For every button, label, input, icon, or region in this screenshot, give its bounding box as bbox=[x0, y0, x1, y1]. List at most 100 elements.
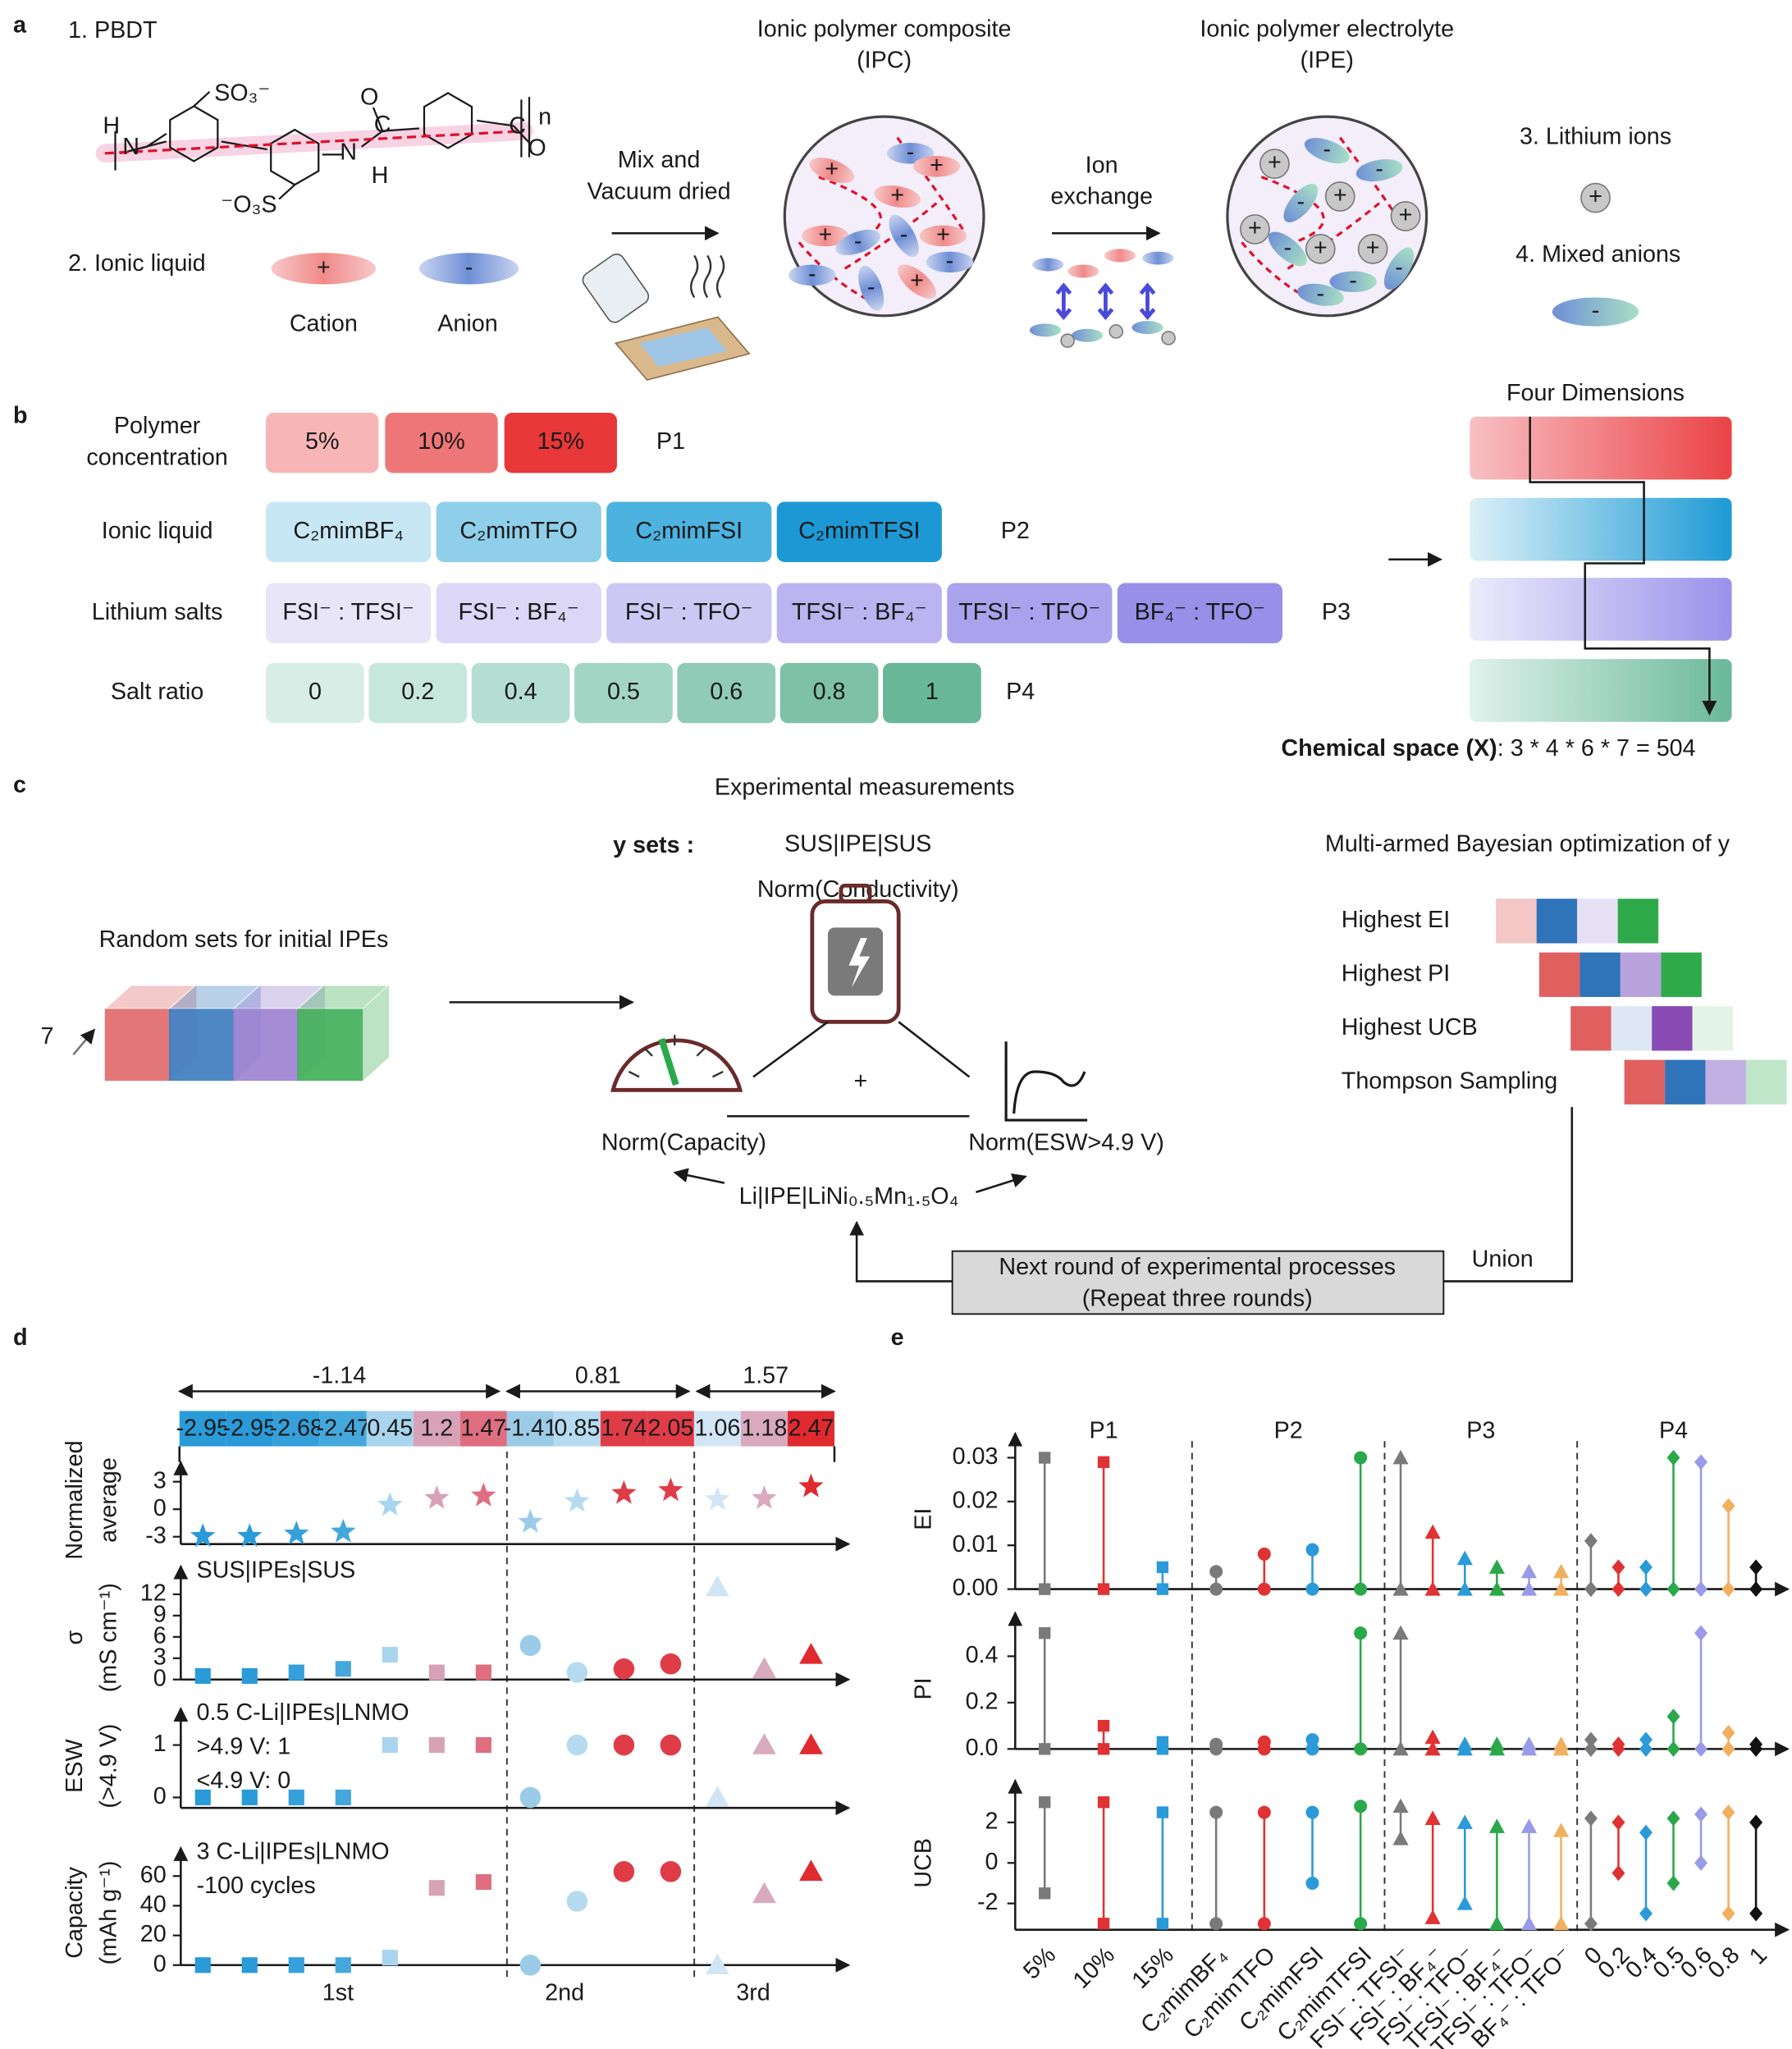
triangle-point bbox=[1392, 1581, 1409, 1596]
option-box bbox=[606, 501, 772, 562]
star-point bbox=[658, 1477, 683, 1502]
ion bbox=[271, 253, 377, 285]
circle-point bbox=[1209, 1737, 1223, 1751]
circle-point bbox=[1354, 1626, 1368, 1640]
ion bbox=[1104, 249, 1136, 263]
heat-cell bbox=[740, 1411, 788, 1447]
ion bbox=[1304, 138, 1350, 164]
bonds bbox=[114, 90, 532, 200]
space-label: Chemical space (X) bbox=[1281, 735, 1497, 762]
lithium-ion bbox=[1324, 181, 1355, 212]
y-tick-label: -2 bbox=[977, 1889, 999, 1915]
label: Four Dimensions bbox=[1506, 380, 1685, 406]
diamond-point bbox=[1721, 1740, 1735, 1757]
label: 2. Ionic liquid bbox=[68, 250, 206, 277]
star-point bbox=[565, 1488, 590, 1512]
label: Anion bbox=[437, 311, 497, 337]
strategy-cell bbox=[1652, 1006, 1693, 1051]
square-point bbox=[1156, 1583, 1169, 1595]
ion bbox=[1067, 264, 1099, 278]
label: 1. PBDT bbox=[68, 17, 158, 43]
square-point bbox=[428, 1664, 445, 1681]
label: (IPE) bbox=[1301, 48, 1354, 74]
label: Norm(Conductivity) bbox=[757, 876, 959, 903]
y-tick-label: 0.03 bbox=[953, 1443, 999, 1470]
heat-value: 2.47 bbox=[789, 1415, 834, 1441]
diamond-point bbox=[1611, 1581, 1625, 1598]
triangle-point bbox=[1488, 1736, 1505, 1751]
circle-point bbox=[1354, 1582, 1368, 1596]
label: Vacuum dried bbox=[587, 178, 731, 204]
arrow bbox=[72, 1028, 96, 1056]
diamond-point bbox=[1749, 1559, 1763, 1576]
ion bbox=[919, 225, 967, 247]
ion-sign: + bbox=[1314, 235, 1328, 261]
option-box bbox=[266, 412, 379, 473]
square-point bbox=[1097, 1456, 1110, 1468]
ion-sign: - bbox=[1323, 136, 1331, 162]
circle-point bbox=[1257, 1917, 1271, 1931]
circle-point bbox=[519, 1786, 542, 1809]
exchange-arrow bbox=[1097, 282, 1114, 321]
lithium-ion bbox=[1390, 201, 1421, 231]
heat-value: 1.06 bbox=[694, 1415, 740, 1441]
triangle-point bbox=[1520, 1736, 1538, 1751]
ion bbox=[789, 264, 836, 286]
y-axis-label: ESW bbox=[62, 1739, 88, 1793]
option-box bbox=[677, 662, 776, 724]
row-name: Lithium salts bbox=[92, 599, 223, 625]
y-tick-label: 0.02 bbox=[953, 1487, 999, 1513]
ion-sign: - bbox=[1592, 298, 1600, 324]
diamond-point bbox=[1639, 1731, 1653, 1748]
diamond-point bbox=[1611, 1865, 1625, 1882]
y-tick-label: 0.2 bbox=[966, 1688, 999, 1714]
square-point bbox=[194, 1957, 211, 1974]
option-label: 1 bbox=[926, 679, 939, 705]
line bbox=[898, 1021, 971, 1078]
heat-value: 1.47 bbox=[460, 1415, 506, 1441]
diamond-point bbox=[1639, 1559, 1653, 1576]
panel-label: c bbox=[13, 772, 26, 798]
group-name: P2 bbox=[1274, 1418, 1303, 1444]
atom-label: H bbox=[103, 112, 120, 139]
ion-sign: - bbox=[900, 222, 908, 248]
label: y sets : bbox=[613, 832, 694, 858]
diamond-point bbox=[1694, 1740, 1708, 1757]
arrow bbox=[976, 1173, 1027, 1194]
square-point bbox=[241, 1667, 258, 1684]
triangle-point bbox=[799, 1643, 823, 1664]
triangle-point bbox=[1488, 1559, 1505, 1574]
heat-value: -2.47 bbox=[317, 1415, 370, 1441]
option-label: TFSI⁻ : BF₄⁻ bbox=[792, 599, 927, 625]
triangle-point bbox=[1456, 1814, 1473, 1829]
diamond-point bbox=[1666, 1581, 1680, 1598]
dimension-bar bbox=[1470, 578, 1732, 641]
atom-label: ⁻O₃S bbox=[221, 191, 277, 217]
line bbox=[752, 1021, 829, 1078]
option-box bbox=[436, 583, 601, 643]
y-axis-label: (mS cm⁻¹) bbox=[96, 1583, 122, 1692]
ion-sign: - bbox=[1316, 281, 1324, 307]
diamond-point bbox=[1584, 1731, 1598, 1748]
triangle-point bbox=[1456, 1736, 1473, 1751]
lithium-ion bbox=[1060, 333, 1075, 348]
triangle-point bbox=[1488, 1915, 1505, 1931]
option-label: 15% bbox=[537, 428, 584, 455]
diamond-point bbox=[1721, 1725, 1735, 1741]
ion bbox=[926, 251, 974, 273]
y-tick-label: 0.01 bbox=[953, 1531, 999, 1557]
round-average: 1.57 bbox=[743, 1363, 789, 1389]
ion-sign: + bbox=[1399, 202, 1413, 228]
heat-cell bbox=[226, 1411, 273, 1447]
triangle-point bbox=[1424, 1810, 1441, 1825]
y-axis-label: UCB bbox=[911, 1838, 937, 1888]
star-point bbox=[705, 1486, 730, 1511]
option-label: FSI⁻ : BF₄⁻ bbox=[459, 599, 579, 625]
ion-sign: + bbox=[818, 222, 832, 248]
star-point bbox=[190, 1523, 216, 1548]
ion bbox=[858, 265, 885, 311]
diamond-point bbox=[1584, 1915, 1598, 1932]
circle-point bbox=[1305, 1876, 1319, 1890]
ion bbox=[1142, 251, 1174, 265]
y-tick-label: 2 bbox=[985, 1809, 999, 1835]
